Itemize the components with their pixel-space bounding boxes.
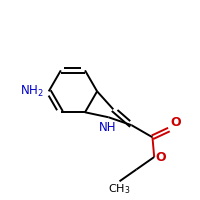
Text: NH: NH bbox=[99, 121, 116, 134]
Text: O: O bbox=[170, 116, 181, 129]
Text: CH$_3$: CH$_3$ bbox=[108, 182, 131, 196]
Text: O: O bbox=[155, 151, 166, 164]
Text: NH$_2$: NH$_2$ bbox=[20, 84, 44, 99]
